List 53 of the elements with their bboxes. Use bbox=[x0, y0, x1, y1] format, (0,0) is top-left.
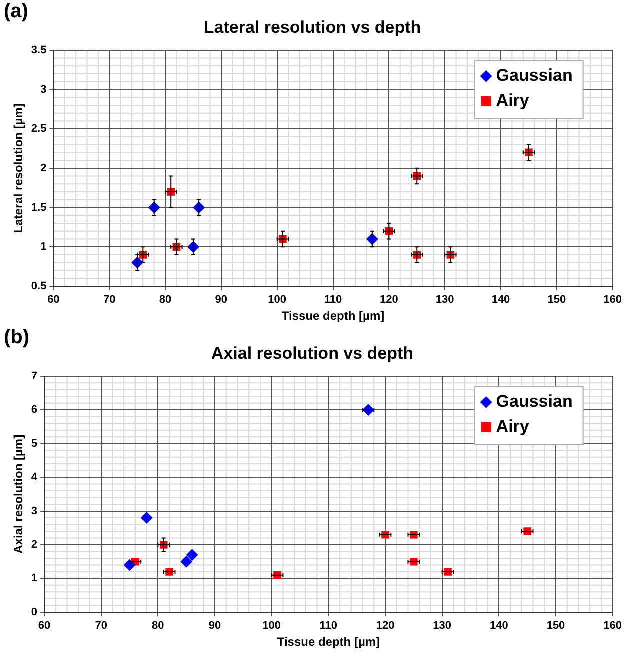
x-axis-title: Tissue depth [µm] bbox=[277, 635, 380, 650]
y-axis-title: Axial resolution [µm] bbox=[12, 434, 26, 554]
x-tick-label: 150 bbox=[548, 294, 566, 306]
x-tick-label: 90 bbox=[208, 620, 222, 632]
y-tick-label: 5 bbox=[31, 438, 38, 450]
x-tick-label: 60 bbox=[38, 620, 51, 632]
x-tick-label: 140 bbox=[492, 294, 510, 306]
x-tick-label: 160 bbox=[604, 294, 622, 306]
y-tick-label: 6 bbox=[31, 404, 38, 416]
legend-label: Gaussian bbox=[496, 392, 573, 412]
y-tick-label: 2 bbox=[40, 162, 47, 174]
x-tick-label: 120 bbox=[380, 294, 398, 306]
text: (b) bbox=[4, 326, 30, 349]
point bbox=[124, 559, 136, 572]
x-tick-label: 100 bbox=[262, 620, 282, 632]
x-tick-label: 90 bbox=[215, 294, 228, 306]
y-tick-label: 3.5 bbox=[31, 44, 47, 56]
point bbox=[186, 549, 198, 562]
y-tick-label: 0.5 bbox=[31, 280, 47, 292]
y-tick-label: 2.5 bbox=[31, 123, 47, 136]
x-tick-label: 110 bbox=[320, 620, 338, 632]
y-tick-label: 1.5 bbox=[31, 202, 47, 214]
x-tick-label: 130 bbox=[436, 294, 454, 306]
y-tick-label: 3 bbox=[40, 84, 47, 96]
y-axis-title: Lateral resolution [µm] bbox=[12, 104, 26, 234]
x-tick-label: 160 bbox=[604, 620, 622, 632]
x-axis-title: Tissue depth [µm] bbox=[282, 309, 385, 324]
y-tick-label: 1 bbox=[40, 241, 47, 254]
x-tick-label: 80 bbox=[159, 294, 172, 306]
x-tick-label: 60 bbox=[48, 294, 60, 306]
x-tick-label: 70 bbox=[103, 294, 116, 306]
x-tick-label: 70 bbox=[95, 620, 108, 632]
x-tick-label: 120 bbox=[376, 620, 395, 632]
legend-label: Gaussian bbox=[496, 66, 573, 86]
point bbox=[180, 556, 193, 568]
y-tick-label: 0 bbox=[31, 606, 38, 618]
chart-title: Axial resolution vs depth bbox=[211, 344, 414, 363]
x-tick-label: 100 bbox=[268, 294, 287, 306]
chart-title: Lateral resolution vs depth bbox=[204, 18, 422, 37]
point bbox=[140, 512, 153, 524]
y-tick-label: 7 bbox=[31, 370, 38, 382]
x-tick-label: 80 bbox=[152, 620, 164, 632]
x-tick-label: 110 bbox=[324, 294, 342, 306]
x-tick-label: 150 bbox=[546, 620, 566, 632]
x-tick-label: 140 bbox=[490, 620, 508, 632]
legend-label: Airy bbox=[496, 417, 530, 436]
legend-label: Airy bbox=[496, 91, 530, 110]
y-tick-label: 3 bbox=[31, 505, 38, 518]
y-tick-label: 2 bbox=[31, 539, 38, 552]
text: (a) bbox=[4, 0, 28, 23]
x-tick-label: 130 bbox=[433, 620, 452, 632]
y-tick-label: 4 bbox=[31, 472, 38, 484]
y-tick-label: 1 bbox=[31, 572, 38, 585]
